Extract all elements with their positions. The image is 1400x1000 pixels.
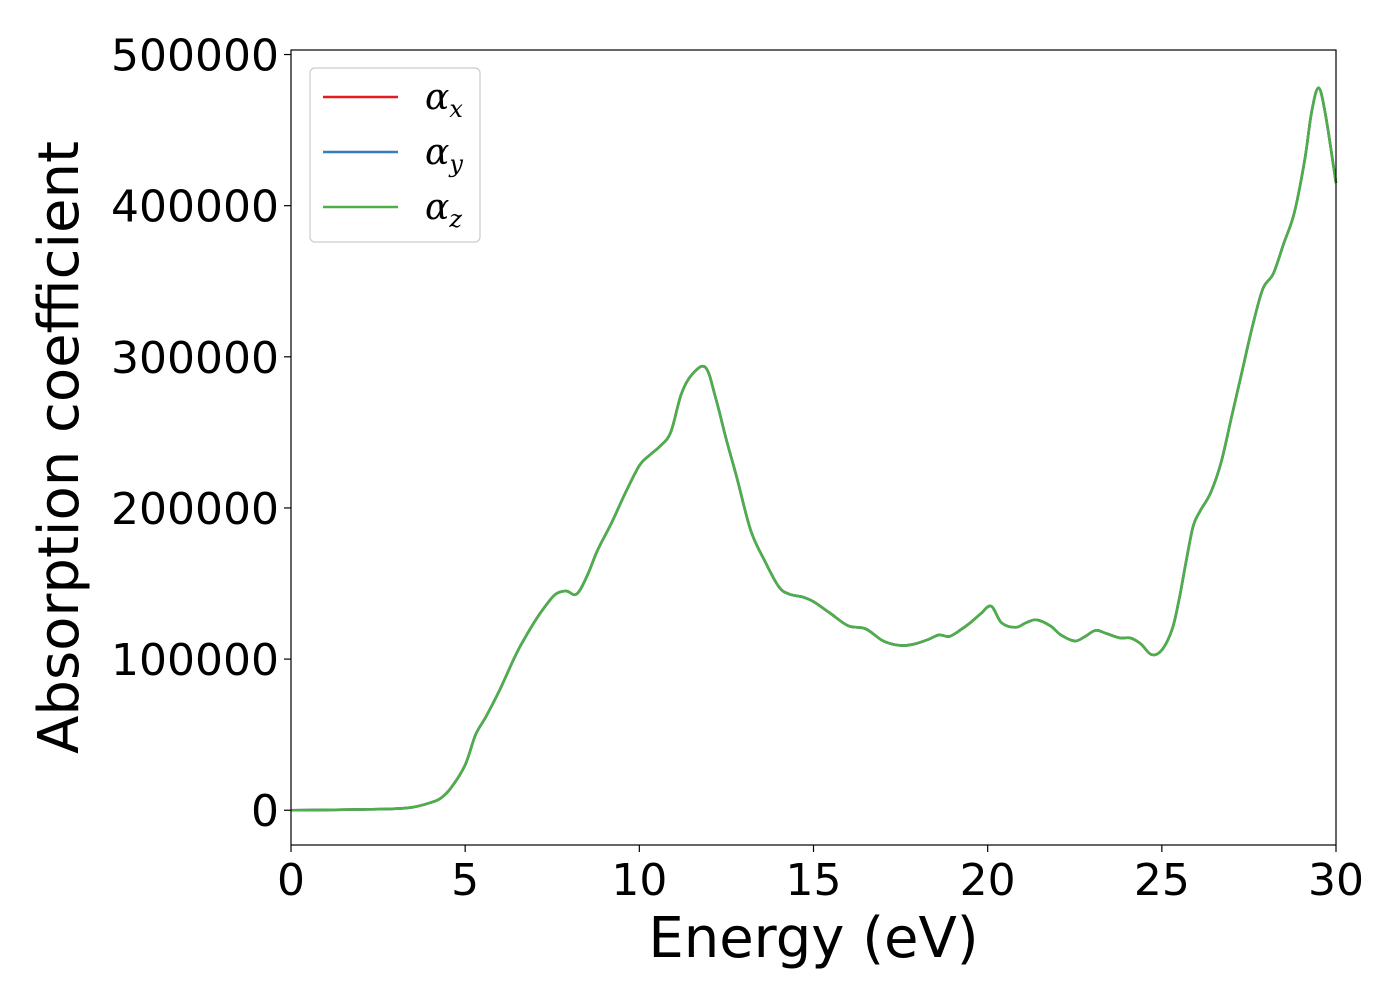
series-line-z <box>290 86 1338 812</box>
x-axis-ticks: 0 5 10 15 20 25 30 <box>277 845 1364 906</box>
legend: αx αy αz <box>309 67 481 243</box>
x-tick-label: 30 <box>1308 855 1364 906</box>
y-tick-label: 0 <box>251 786 279 837</box>
legend-label-x: αx <box>425 77 463 123</box>
y-axis-title: Absorption coefficient <box>27 141 92 754</box>
y-tick-label: 500000 <box>111 31 279 82</box>
x-tick-label: 5 <box>451 855 479 906</box>
legend-box <box>309 67 481 243</box>
y-tick-label: 200000 <box>111 484 279 535</box>
legend-label-z: αz <box>425 187 462 233</box>
x-tick-label: 0 <box>277 855 305 906</box>
x-tick-label: 25 <box>1134 855 1190 906</box>
x-axis-title: Energy (eV) <box>648 906 978 971</box>
y-tick-label: 300000 <box>111 333 279 384</box>
legend-items: αx αy αz <box>323 77 463 233</box>
x-tick-label: 10 <box>611 855 667 906</box>
y-tick-label: 400000 <box>111 182 279 233</box>
series-layer <box>290 86 1338 812</box>
legend-label-y: αy <box>425 132 463 178</box>
y-tick-label: 100000 <box>111 635 279 686</box>
y-axis-ticks: 0 100000 200000 300000 400000 500000 <box>111 31 291 837</box>
x-tick-label: 15 <box>786 855 842 906</box>
x-tick-label: 20 <box>960 855 1016 906</box>
